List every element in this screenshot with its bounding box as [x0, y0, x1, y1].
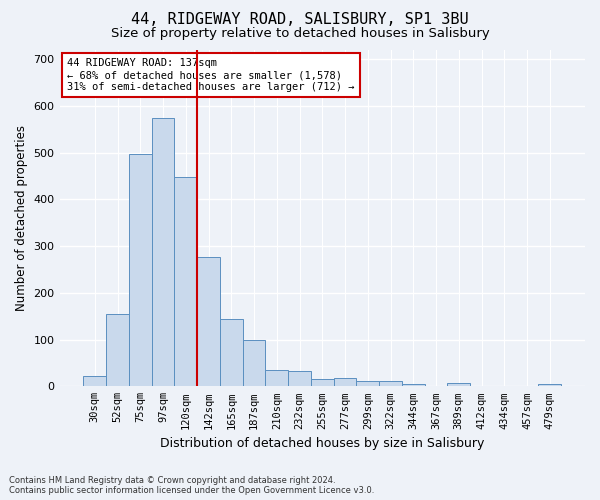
Bar — [334, 378, 356, 386]
Bar — [242, 340, 265, 386]
Bar — [83, 376, 106, 386]
Bar — [538, 384, 561, 386]
Text: 44 RIDGEWAY ROAD: 137sqm
← 68% of detached houses are smaller (1,578)
31% of sem: 44 RIDGEWAY ROAD: 137sqm ← 68% of detach… — [67, 58, 355, 92]
Bar — [220, 318, 242, 386]
Text: 44, RIDGEWAY ROAD, SALISBURY, SP1 3BU: 44, RIDGEWAY ROAD, SALISBURY, SP1 3BU — [131, 12, 469, 28]
Bar — [356, 380, 379, 386]
Bar — [448, 382, 470, 386]
Bar — [311, 379, 334, 386]
Bar — [106, 314, 129, 386]
Bar — [175, 177, 197, 386]
Text: Contains HM Land Registry data © Crown copyright and database right 2024.
Contai: Contains HM Land Registry data © Crown c… — [9, 476, 374, 495]
X-axis label: Distribution of detached houses by size in Salisbury: Distribution of detached houses by size … — [160, 437, 484, 450]
Bar — [379, 381, 402, 386]
Text: Size of property relative to detached houses in Salisbury: Size of property relative to detached ho… — [110, 28, 490, 40]
Bar — [197, 257, 220, 386]
Bar — [129, 154, 152, 386]
Bar — [402, 384, 425, 386]
Bar — [265, 370, 288, 386]
Bar — [152, 118, 175, 386]
Y-axis label: Number of detached properties: Number of detached properties — [15, 125, 28, 311]
Bar — [288, 371, 311, 386]
